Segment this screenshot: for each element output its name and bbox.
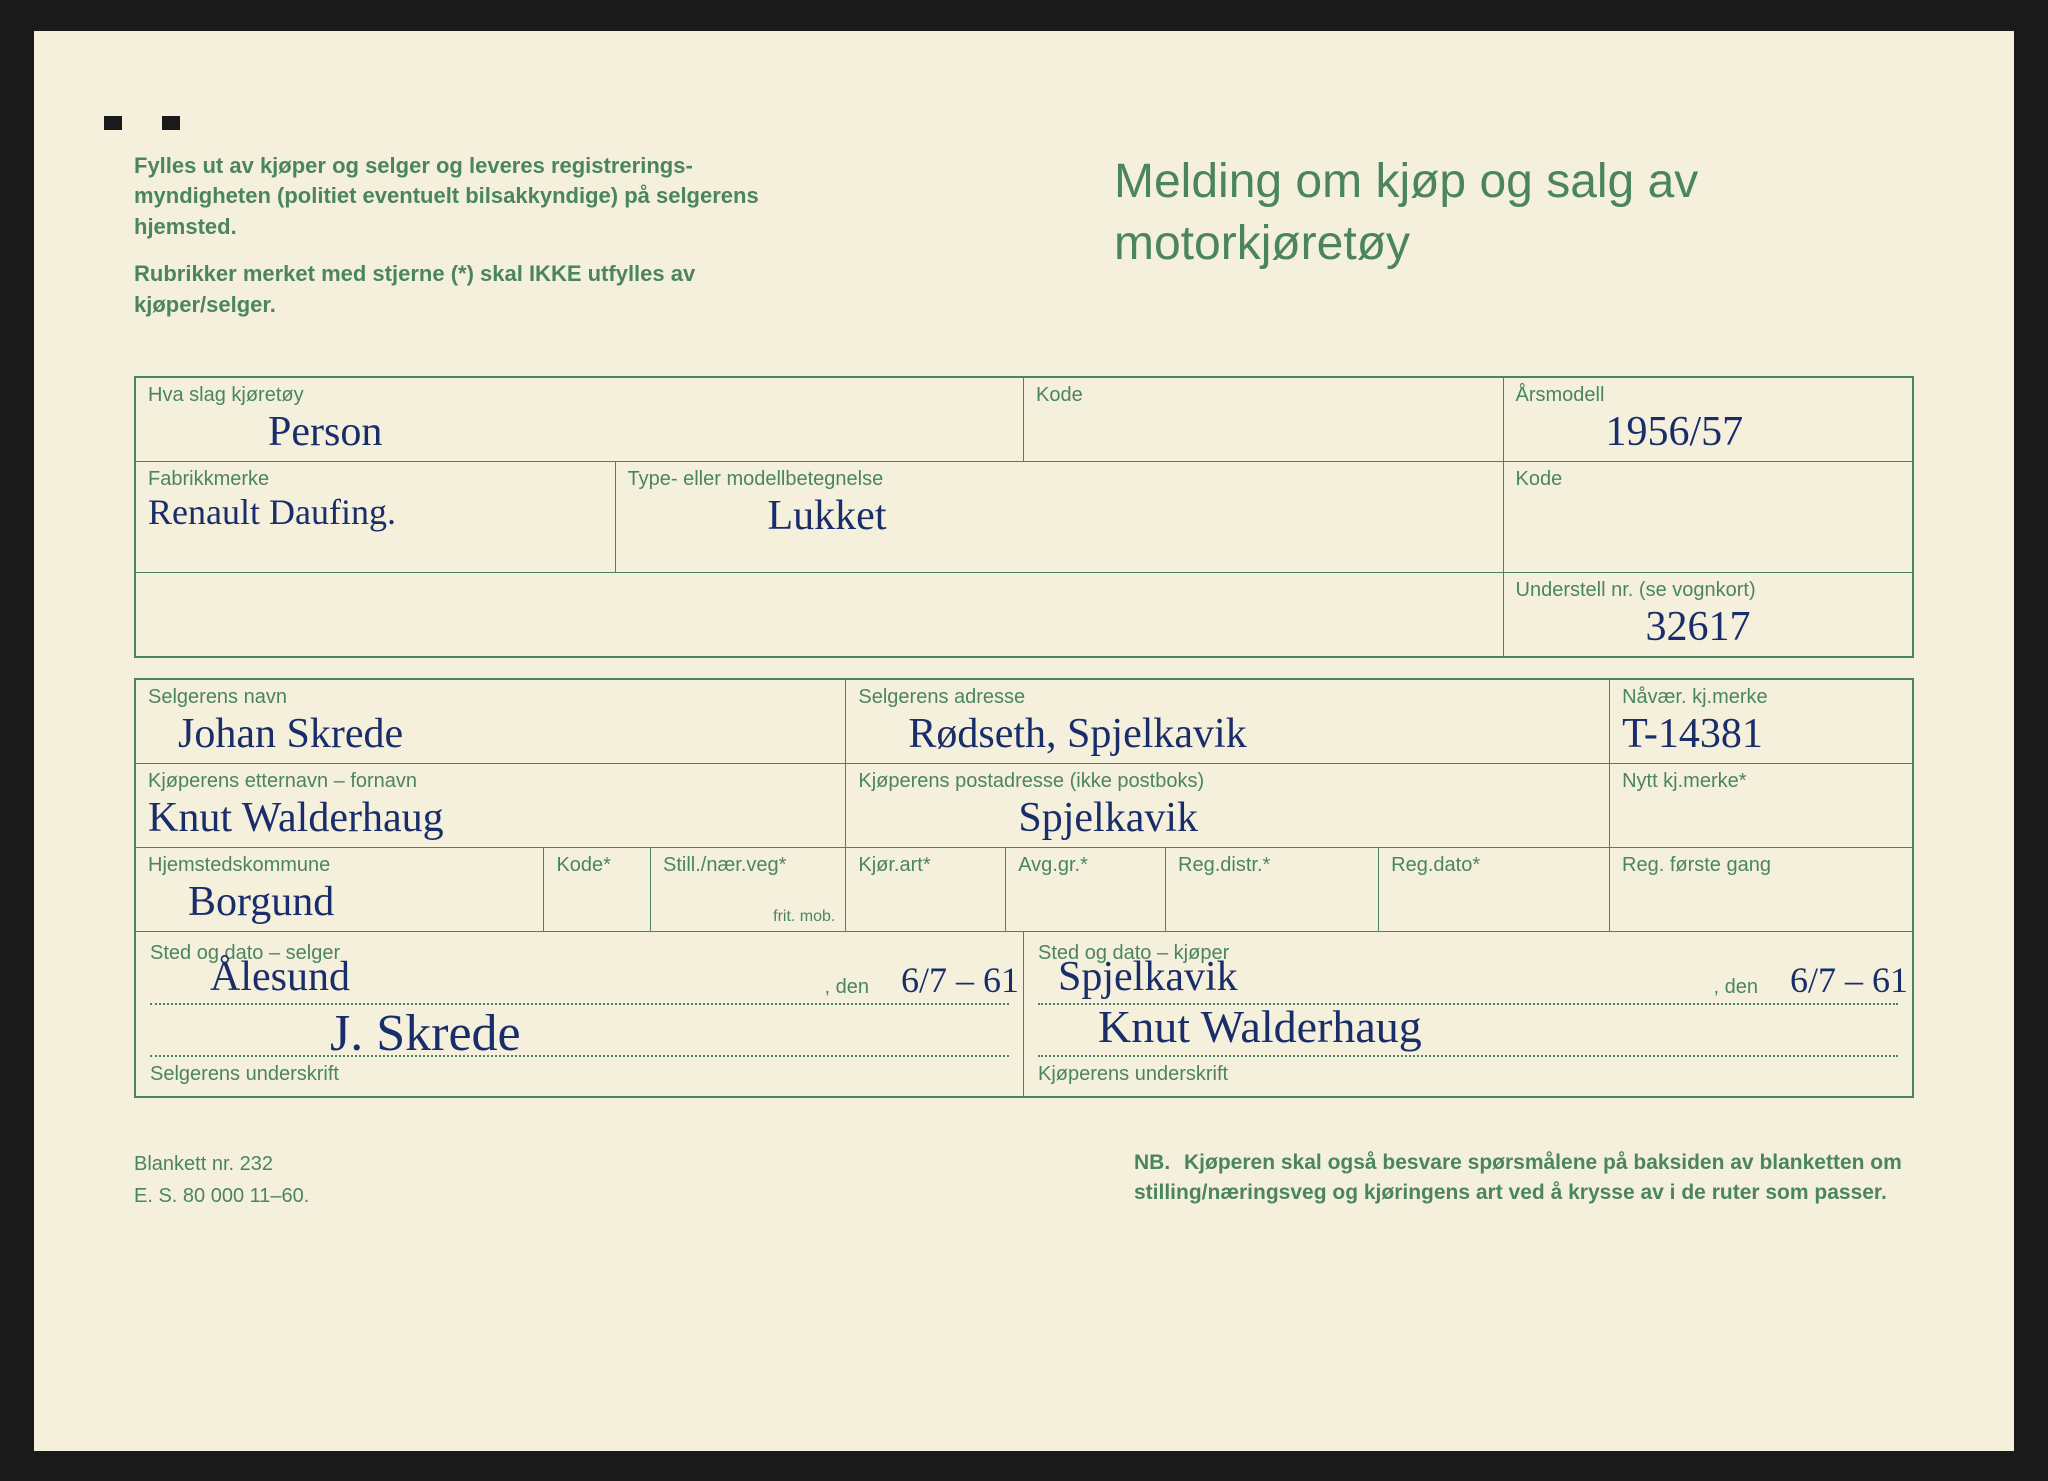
cell-model: Type- eller modellbetegnelse Lukket — [616, 462, 1504, 572]
note-text: Kjøperen skal også besvare spørsmålene p… — [1134, 1151, 1902, 1203]
label-seller-addr: Selgerens adresse — [858, 686, 1597, 709]
value-plate: T-14381 — [1622, 711, 1763, 757]
label-make: Fabrikkmerke — [148, 468, 603, 491]
buyer-date: 6/7 – 61 — [1790, 959, 1908, 1001]
instruction-p2: Rubrikker merket med stjerne (*) skal IK… — [134, 259, 814, 321]
footer-note: NB. Kjøperen skal også besvare spørsmåle… — [1134, 1148, 1914, 1212]
cell-vehicle-type: Hva slag kjøretøy Person — [136, 378, 1024, 461]
cell-regdato: Reg.dato* — [1379, 848, 1610, 931]
cell-new-plate: Nytt kj.merke* — [1610, 764, 1912, 847]
cell-buyer-addr: Kjøperens postadresse (ikke postboks) Sp… — [846, 764, 1610, 847]
row-make-model: Fabrikkmerke Renault Daufing. Type- elle… — [136, 462, 1912, 573]
label-home: Hjemstedskommune — [148, 854, 531, 877]
label-regfirst: Reg. første gang — [1622, 854, 1900, 877]
vehicle-info-table: Hva slag kjøretøy Person Kode Årsmodell … — [134, 376, 1914, 658]
buyer-sig-line: Knut Walderhaug — [1038, 1055, 1898, 1057]
cell-kode1: Kode — [1024, 378, 1504, 461]
footer-left: Blankett nr. 232 E. S. 80 000 11–60. — [134, 1148, 309, 1212]
cell-kode3: Kode* — [544, 848, 651, 931]
sublabel-still: frit. mob. — [773, 908, 835, 926]
value-seller-addr: Rødseth, Spjelkavik — [908, 711, 1246, 757]
seller-place: Ålesund — [210, 953, 350, 1001]
row-seller: Selgerens navn Johan Skrede Selgerens ad… — [136, 680, 1912, 764]
row-chassis: Understell nr. (se vognkort) 32617 — [136, 573, 1912, 656]
buyer-signature: Knut Walderhaug — [1098, 1000, 1422, 1053]
cell-regdistr: Reg.distr.* — [1166, 848, 1379, 931]
value-year: 1956/57 — [1606, 409, 1744, 455]
header: Fylles ut av kjøper og selger og leveres… — [134, 151, 1914, 337]
note-prefix: NB. — [1134, 1151, 1170, 1174]
cell-seller-addr: Selgerens adresse Rødseth, Spjelkavik — [846, 680, 1610, 763]
buyer-place: Spjelkavik — [1058, 953, 1238, 1001]
cell-avggr: Avg.gr.* — [1006, 848, 1166, 931]
instruction-p1: Fylles ut av kjøper og selger og leveres… — [134, 151, 814, 243]
cell-plate: Nåvær. kj.merke T-14381 — [1610, 680, 1912, 763]
buyer-den: , den — [1714, 976, 1758, 999]
row-details: Hjemstedskommune Borgund Kode* Still./næ… — [136, 848, 1912, 932]
seller-place-line: Ålesund , den 6/7 – 61 — [150, 1003, 1009, 1005]
seller-signature: J. Skrede — [330, 1004, 521, 1063]
value-chassis: 32617 — [1646, 604, 1751, 650]
label-plate: Nåvær. kj.merke — [1622, 686, 1900, 709]
label-buyer-sig: Kjøperens underskrift — [1038, 1063, 1898, 1086]
label-buyer-name: Kjøperens etternavn – fornavn — [148, 770, 833, 793]
value-seller-name: Johan Skrede — [178, 711, 403, 757]
form-title: Melding om kjøp og salg av motorkjøretøy — [1114, 151, 1914, 337]
cell-make: Fabrikkmerke Renault Daufing. — [136, 462, 616, 572]
label-buyer-addr: Kjøperens postadresse (ikke postboks) — [858, 770, 1597, 793]
label-seller-name: Selgerens navn — [148, 686, 833, 709]
label-kode2: Kode — [1516, 468, 1900, 491]
label-regdistr: Reg.distr.* — [1178, 854, 1366, 877]
value-buyer-addr: Spjelkavik — [1018, 795, 1198, 841]
label-avggr: Avg.gr.* — [1018, 854, 1153, 877]
vehicle-sale-form: Fylles ut av kjøper og selger og leveres… — [34, 31, 2014, 1451]
parties-table: Selgerens navn Johan Skrede Selgerens ad… — [134, 678, 1914, 1098]
seller-sig-line: J. Skrede — [150, 1055, 1009, 1057]
cell-kode2: Kode — [1504, 462, 1912, 572]
label-kode1: Kode — [1036, 384, 1491, 407]
label-seller-sig: Selgerens underskrift — [150, 1063, 1009, 1086]
label-kjorart: Kjør.art* — [858, 854, 993, 877]
value-model: Lukket — [768, 493, 887, 539]
punch-holes — [104, 116, 220, 135]
cell-chassis: Understell nr. (se vognkort) 32617 — [1504, 573, 1912, 656]
row-signatures: Sted og dato – selger Ålesund , den 6/7 … — [136, 932, 1912, 1096]
label-chassis: Understell nr. (se vognkort) — [1516, 579, 1900, 602]
cell-seller-name: Selgerens navn Johan Skrede — [136, 680, 846, 763]
row-buyer: Kjøperens etternavn – fornavn Knut Walde… — [136, 764, 1912, 848]
value-home: Borgund — [188, 879, 334, 925]
instructions: Fylles ut av kjøper og selger og leveres… — [134, 151, 814, 337]
cell-regfirst: Reg. første gang — [1610, 848, 1912, 931]
label-regdato: Reg.dato* — [1391, 854, 1597, 877]
label-still: Still./nær.veg* — [663, 854, 833, 877]
footer: Blankett nr. 232 E. S. 80 000 11–60. NB.… — [134, 1148, 1914, 1212]
print-info: E. S. 80 000 11–60. — [134, 1180, 309, 1212]
label-model: Type- eller modellbetegnelse — [628, 468, 1491, 491]
value-make: Renault Daufing. — [148, 495, 396, 529]
cell-blank — [136, 573, 1504, 656]
label-vehicle-type: Hva slag kjøretøy — [148, 384, 1011, 407]
cell-home: Hjemstedskommune Borgund — [136, 848, 544, 931]
cell-sig-seller: Sted og dato – selger Ålesund , den 6/7 … — [136, 932, 1024, 1096]
seller-den: , den — [825, 976, 869, 999]
value-buyer-name: Knut Walderhaug — [148, 795, 444, 841]
value-vehicle-type: Person — [268, 409, 382, 455]
seller-date: 6/7 – 61 — [901, 959, 1019, 1001]
cell-kjorart: Kjør.art* — [846, 848, 1006, 931]
cell-buyer-name: Kjøperens etternavn – fornavn Knut Walde… — [136, 764, 846, 847]
cell-year: Årsmodell 1956/57 — [1504, 378, 1912, 461]
label-year: Årsmodell — [1516, 384, 1900, 407]
form-number: Blankett nr. 232 — [134, 1148, 309, 1180]
cell-still: Still./nær.veg* frit. mob. — [651, 848, 846, 931]
label-new-plate: Nytt kj.merke* — [1622, 770, 1900, 793]
label-kode3: Kode* — [556, 854, 638, 877]
cell-sig-buyer: Sted og dato – kjøper Spjelkavik , den 6… — [1024, 932, 1912, 1096]
row-vehicle-type: Hva slag kjøretøy Person Kode Årsmodell … — [136, 378, 1912, 462]
